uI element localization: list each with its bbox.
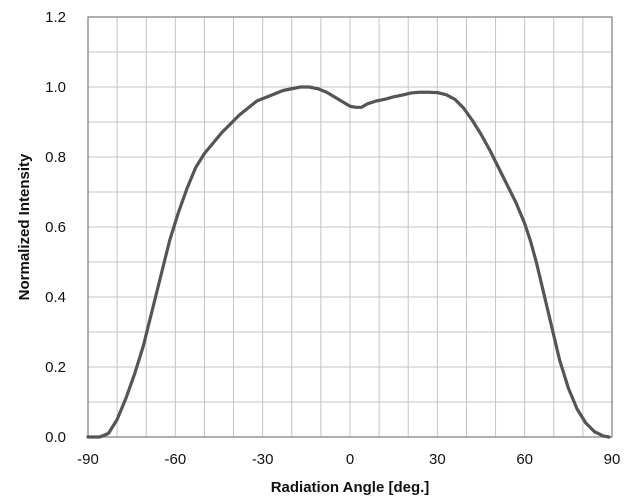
y-tick-label: 0.8 — [45, 149, 66, 166]
x-tick-label: -60 — [164, 451, 186, 468]
x-axis-ticks: -90 -60 -30 0 30 60 90 — [77, 451, 620, 468]
x-tick-label: -30 — [252, 451, 274, 468]
series-line-0 — [86, 85, 611, 439]
y-tick-label: 0.6 — [45, 219, 66, 236]
x-tick-label: 90 — [604, 451, 621, 468]
plot-area-border — [87, 16, 613, 438]
grid — [88, 17, 612, 437]
x-tick-label: 0 — [346, 451, 354, 468]
y-tick-label: 0.0 — [45, 429, 66, 446]
y-axis-ticks: 0.0 0.2 0.4 0.6 0.8 1.0 1.2 — [45, 9, 66, 446]
x-tick-label: 60 — [516, 451, 533, 468]
y-tick-label: 0.2 — [45, 359, 66, 376]
x-tick-label: -90 — [77, 451, 99, 468]
x-axis-label: Radiation Angle [deg.] — [271, 479, 430, 496]
y-tick-label: 1.2 — [45, 9, 66, 26]
y-tick-label: 0.4 — [45, 289, 66, 306]
y-axis-label: Normalized Intensity — [16, 153, 33, 300]
x-tick-label: 30 — [429, 451, 446, 468]
series-group — [86, 85, 611, 439]
y-tick-label: 1.0 — [45, 79, 66, 96]
